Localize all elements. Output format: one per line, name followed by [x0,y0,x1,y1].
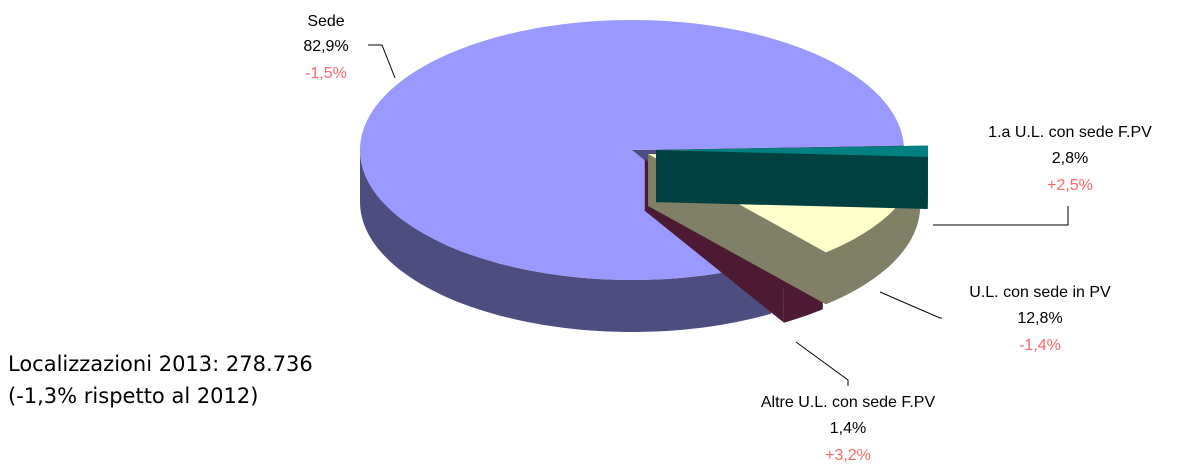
slice-label-altre-ul: Altre U.L. con sede F.PV 1,4% +3,2% [761,394,936,464]
slice-label-percent: 82,9% [303,38,348,55]
slice-label-name: Sede [307,13,344,30]
leader-line-sede [368,44,396,79]
pie-slices [359,19,928,332]
slice-label-change: +2,5% [1047,177,1093,194]
slice-label-name: U.L. con sede in PV [969,284,1111,301]
summary-change: (-1,3% rispetto al 2012) [8,384,258,408]
slice-label-change: +3,2% [825,447,871,464]
leader-line-prima-ul [933,206,1069,226]
leader-line-ul-pv [879,291,942,319]
summary-total: Localizzazioni 2013: 278.736 [8,352,313,376]
slice-label-change: -1,4% [1019,337,1061,354]
slice-2-side [826,160,920,305]
slice-label-percent: 12,8% [1017,310,1062,327]
slice-label-ul-pv: U.L. con sede in PV 12,8% -1,4% [969,284,1111,354]
slice-3-cut-face [655,150,928,210]
slice-label-prima-ul: 1.a U.L. con sede F.PV 2,8% +2,5% [988,124,1152,194]
slice-label-change: -1,5% [305,65,347,82]
slice-label-percent: 1,4% [830,420,866,437]
slice-0-side [360,148,771,332]
slice-3-top [655,145,928,157]
slice-label-name: Altre U.L. con sede F.PV [761,394,936,411]
slice-label-sede: Sede 82,9% -1,5% [303,13,348,82]
leader-line-altre-ul [795,341,849,386]
slice-label-name: 1.a U.L. con sede F.PV [988,124,1152,141]
slice-0-top [359,19,904,280]
slice-label-percent: 2,8% [1052,150,1088,167]
